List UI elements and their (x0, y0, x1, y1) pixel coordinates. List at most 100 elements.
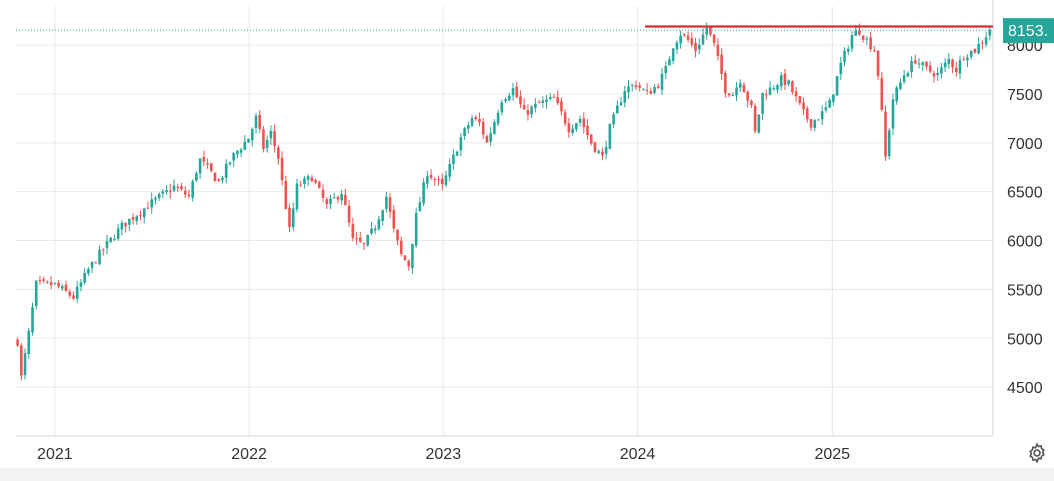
gear-icon[interactable] (1026, 442, 1048, 464)
candle-body (828, 100, 831, 108)
candle-body (101, 249, 105, 251)
y-tick-label: 7500 (1007, 87, 1043, 104)
candle-body (839, 62, 843, 75)
candle-body (422, 182, 425, 204)
candle-body (686, 35, 690, 40)
candle-body (768, 87, 772, 95)
candle-body (437, 179, 440, 181)
candle-body (887, 130, 891, 157)
x-tick-label: 2022 (231, 446, 267, 463)
candle-body (984, 37, 988, 45)
candle-body (150, 199, 153, 208)
candle-body (105, 240, 109, 248)
candle-body (351, 224, 355, 238)
candle-body (709, 27, 712, 35)
candle-body (921, 62, 925, 66)
candle-body (861, 35, 865, 40)
candle-body (884, 111, 887, 157)
candle-body (370, 228, 373, 234)
candle-body (567, 123, 571, 133)
candle-body (388, 197, 392, 212)
candle-body (429, 174, 433, 179)
candle-body (917, 63, 921, 65)
candles (16, 22, 992, 381)
candle-body (619, 102, 623, 106)
candle-body (597, 151, 600, 153)
candle-body (247, 138, 250, 143)
candle-body (601, 151, 604, 156)
candle-body (128, 218, 131, 225)
candle-body (910, 60, 913, 73)
candle-body (537, 101, 541, 104)
candle-body (332, 197, 336, 199)
candle-body (735, 87, 738, 96)
candle-body (642, 89, 645, 91)
candle-body (329, 198, 332, 204)
candle-body (832, 94, 835, 102)
candle-body (563, 112, 567, 124)
candle-body (183, 190, 187, 195)
candle-body (124, 222, 127, 227)
candle-body (243, 141, 247, 150)
candle-body (403, 255, 407, 261)
time-scale-strip (0, 468, 1054, 481)
candle-body (954, 67, 958, 73)
candle-body (42, 279, 45, 281)
candle-body (459, 137, 463, 151)
candle-body (280, 157, 284, 181)
x-tick-label: 2021 (37, 446, 73, 463)
candle-body (485, 135, 489, 143)
candle-body (489, 133, 492, 142)
candle-body (798, 96, 802, 104)
candle-body (846, 48, 850, 52)
candle-body (608, 124, 612, 149)
candle-body (656, 86, 660, 88)
candle-body (83, 272, 86, 283)
overlays (16, 25, 993, 31)
candle-body (850, 35, 854, 49)
candle-body (232, 152, 235, 161)
candle-body (951, 59, 954, 68)
candle-body (630, 84, 634, 86)
candle-body (27, 330, 31, 355)
candle-body (556, 97, 560, 103)
candle-body (958, 60, 962, 74)
candle-body (854, 30, 858, 36)
candle-body (299, 184, 302, 186)
candle-body (783, 73, 787, 86)
candle-body (653, 87, 656, 93)
candle-body (239, 149, 243, 153)
candle-body (858, 30, 861, 35)
candle-body (604, 147, 608, 154)
candle-body (284, 181, 288, 209)
candle-body (31, 307, 34, 333)
candle-body (399, 240, 403, 254)
candle-body (794, 91, 798, 97)
candle-body (932, 73, 936, 77)
candle-body (474, 117, 478, 120)
candle-body (936, 72, 939, 76)
candle-body (46, 281, 49, 283)
candle-body (787, 80, 790, 85)
candle-body (57, 282, 60, 287)
candle-body (444, 175, 448, 185)
candle-body (273, 131, 276, 146)
candle-body (589, 134, 593, 144)
candle-body (467, 125, 470, 129)
candle-body (195, 173, 198, 181)
candle-body (895, 87, 898, 102)
candle-body (306, 176, 310, 180)
candle-body (98, 249, 101, 265)
candle-body (23, 353, 27, 376)
candle-body (20, 345, 23, 376)
y-tick-label: 6500 (1007, 185, 1043, 202)
candle-body (664, 66, 668, 74)
candle-body (221, 177, 224, 181)
candle-body (463, 128, 466, 137)
candle-body (668, 59, 671, 66)
candle-body (16, 339, 19, 346)
last-price-label: 8153. (1008, 23, 1048, 40)
candle-body (500, 102, 504, 113)
grid (16, 0, 994, 437)
